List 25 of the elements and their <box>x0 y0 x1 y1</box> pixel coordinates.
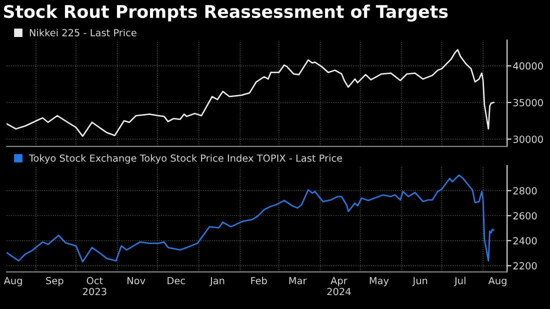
y-tick-label: 2600 <box>513 212 537 220</box>
x-tick-label: Aug <box>4 277 22 286</box>
legend-label: Nikkei 225 - Last Price <box>30 28 136 36</box>
x-tick-label: May <box>370 277 389 286</box>
x-tick-label: Feb <box>251 276 267 284</box>
x-tick-label: Jun <box>412 277 428 286</box>
x-tick-label: Jan <box>209 277 224 286</box>
x-tick-label: Apr 2024 <box>327 277 351 296</box>
x-tick-label: Nov <box>128 277 146 284</box>
chart-title: Stock Rout Prompts Reassessment of Targets <box>4 4 448 22</box>
y-tick-label: 30000 <box>513 136 543 143</box>
line-series <box>6 49 494 137</box>
x-tick-label: Aug <box>488 277 506 286</box>
x-tick-label: Jul <box>454 276 466 286</box>
x-tick-label: Sep <box>46 276 64 286</box>
line-series <box>6 174 494 262</box>
x-tick-label: Dec <box>168 277 185 284</box>
x-tick-label: Mar <box>289 277 307 284</box>
y-tick-label: 40000 <box>513 62 543 70</box>
y-tick-label: 2800 <box>513 187 537 194</box>
legend-label: Tokyo Stock Exchange Tokyo Stock Price Index TOPIX - Last Price <box>28 154 342 164</box>
y-tick-label: 2200 <box>513 262 537 270</box>
x-tick-label: Oct 2023 <box>83 276 106 296</box>
y-tick-label: 2400 <box>513 237 537 244</box>
y-tick-label: 35000 <box>513 98 543 106</box>
